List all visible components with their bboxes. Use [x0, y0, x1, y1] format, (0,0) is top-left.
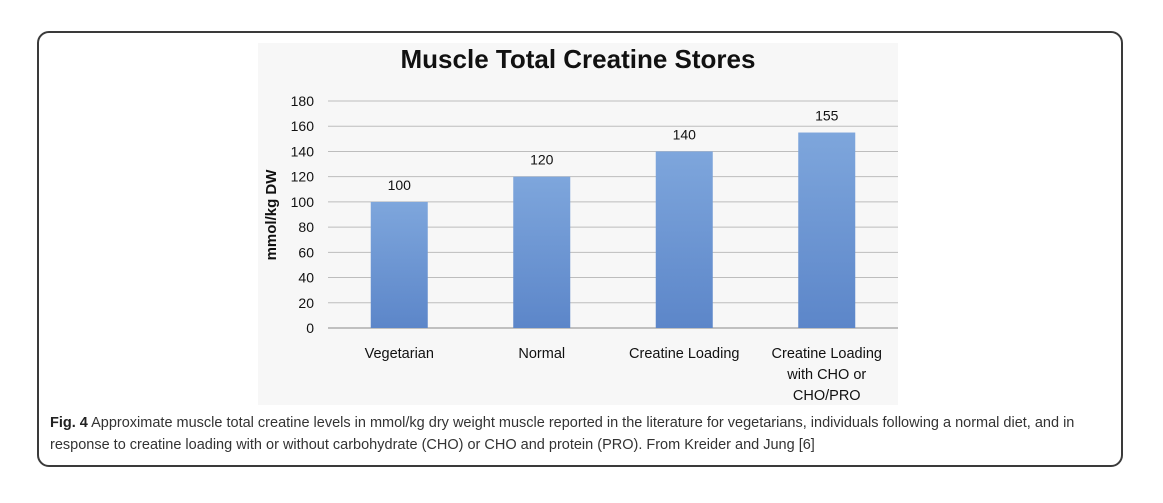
y-tick-label: 0: [306, 320, 314, 336]
x-category-label: Creatine Loading with CHO or CHO/PRO: [772, 346, 882, 404]
y-tick-label: 140: [291, 143, 315, 159]
chart-background: [258, 43, 898, 405]
caption-text: Approximate muscle total creatine levels…: [50, 415, 1075, 453]
data-label: 100: [388, 177, 412, 193]
y-tick-label: 80: [298, 219, 314, 235]
y-tick-label: 60: [298, 244, 314, 260]
bar: [798, 132, 856, 328]
data-label: 155: [815, 108, 839, 124]
bar: [513, 176, 571, 328]
y-tick-label: 120: [291, 169, 315, 185]
y-tick-label: 100: [291, 194, 315, 210]
caption-figure-label: Fig. 4: [50, 415, 88, 431]
data-label: 140: [673, 126, 697, 142]
y-tick-label: 180: [291, 93, 315, 109]
x-category-label: Creatine Loading: [629, 346, 739, 362]
data-label: 120: [530, 152, 554, 168]
figure-caption: Fig. 4 Approximate muscle total creatine…: [50, 412, 1110, 456]
bar: [655, 151, 713, 328]
y-axis-label: mmol/kg DW: [263, 169, 280, 261]
y-tick-label: 40: [298, 270, 314, 286]
x-category-label: Vegetarian: [365, 346, 434, 362]
y-tick-label: 20: [298, 295, 314, 311]
chart-title: Muscle Total Creatine Stores: [401, 44, 756, 74]
y-tick-label: 160: [291, 118, 315, 134]
x-category-label: Normal: [518, 346, 565, 362]
bar: [370, 201, 428, 328]
